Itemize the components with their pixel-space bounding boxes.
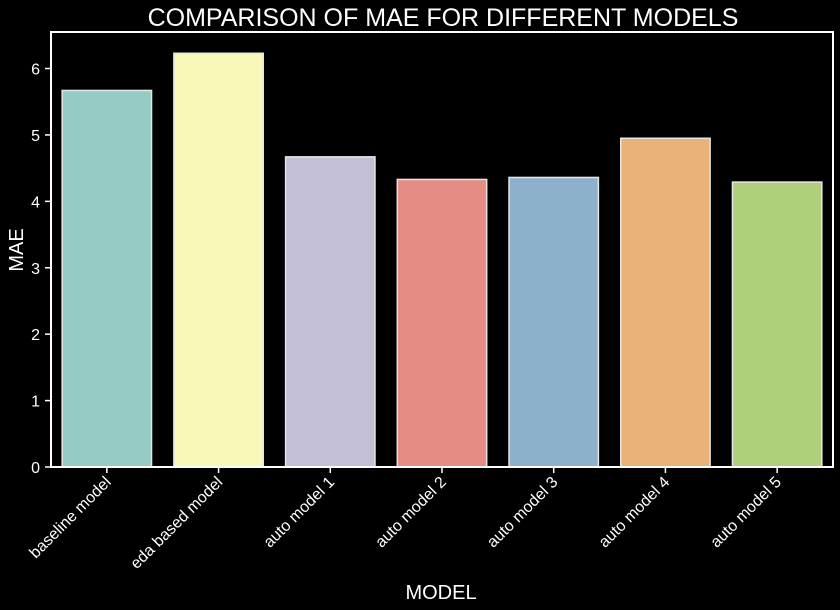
x-tick-label: eda based model	[128, 474, 227, 573]
y-tick-label: 5	[31, 128, 40, 145]
bar-auto-model-5	[731, 181, 823, 468]
x-tick-label: auto model 4	[596, 474, 674, 552]
chart-title: COMPARISON OF MAE FOR DIFFERENT MODELS	[148, 4, 739, 32]
x-tick-label: auto model 2	[372, 474, 450, 552]
x-tick-label: auto model 1	[261, 474, 339, 552]
plot-frame	[50, 31, 834, 468]
bar-auto-model-2	[396, 178, 488, 468]
y-tick-label: 6	[31, 62, 40, 79]
bars-group	[61, 52, 823, 468]
x-axis-label: MODEL	[405, 582, 476, 604]
bar-auto-model-3	[508, 176, 600, 468]
bar-eda-based-model	[173, 52, 265, 468]
y-tick-label: 2	[31, 327, 40, 344]
y-axis-label: MAE	[6, 228, 28, 271]
y-tick-label: 1	[31, 394, 40, 411]
y-tick-label: 4	[31, 194, 40, 211]
bar-baseline-model	[61, 89, 153, 468]
bar-auto-model-4	[619, 137, 711, 468]
x-tick-label: auto model 3	[484, 474, 562, 552]
y-axis: 0 1 2 3 4 5 6	[31, 62, 51, 477]
x-tick-label: auto model 5	[708, 474, 786, 552]
y-tick-label: 3	[31, 261, 40, 278]
x-axis: baseline model eda based model auto model …	[27, 467, 785, 573]
y-tick-label: 0	[31, 460, 40, 477]
x-tick-label: baseline model	[27, 474, 115, 562]
bar-auto-model-1	[284, 156, 376, 468]
